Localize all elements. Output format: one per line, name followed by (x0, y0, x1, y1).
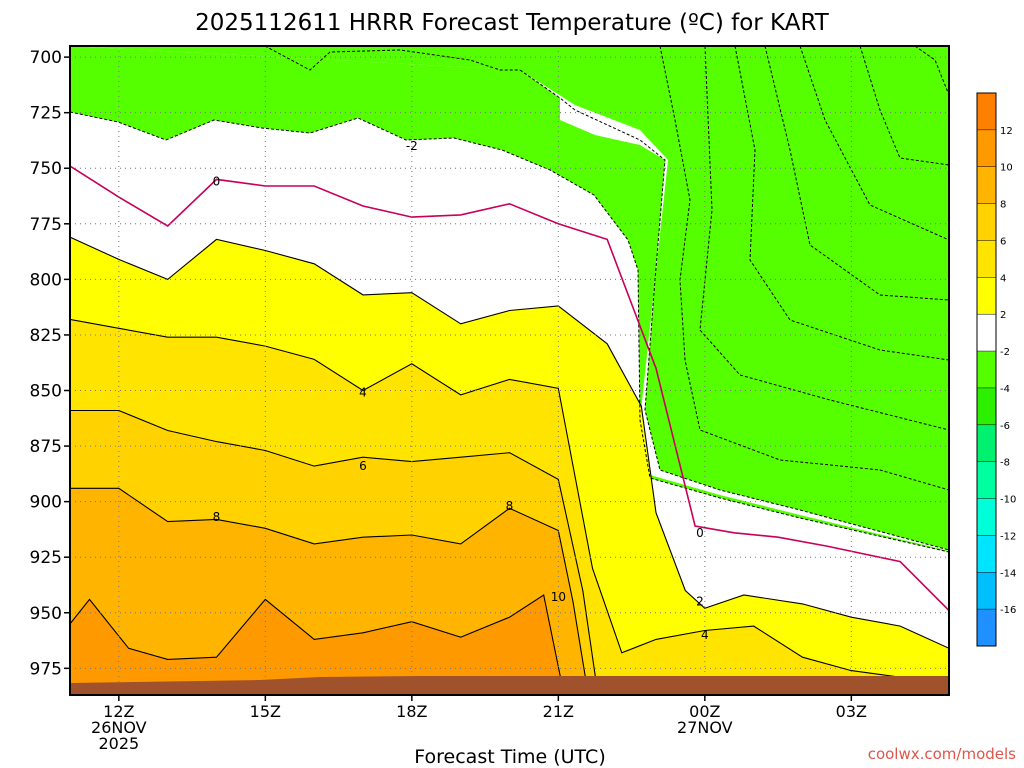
terrain-surface (70, 676, 949, 695)
contour-label-1: 0 (213, 175, 221, 189)
subfreezing-contours (70, 46, 949, 553)
x-tick-label-21-0: 21Z (543, 702, 574, 721)
colorbar-swatch-8 (977, 314, 996, 352)
band-10-plus (70, 595, 564, 695)
contour-minus-4 (519, 69, 949, 551)
colorbar-label-2: -12 (1000, 531, 1016, 542)
contour-minus-14 (799, 46, 949, 241)
contour-minus-4b (264, 46, 520, 71)
colorbar-swatch-3 (977, 498, 996, 536)
band-minus-4 (70, 46, 949, 550)
colorbar-swatch-14 (977, 93, 996, 130)
contour-minus-12 (764, 46, 949, 301)
colorbar-swatch-10 (977, 240, 996, 278)
y-tick-label-950: 950 (30, 604, 62, 624)
isotherm-lines (70, 165, 949, 691)
plot-frame (69, 45, 950, 696)
contour-label-5: 8 (213, 510, 221, 524)
contour-label-6: 8 (506, 499, 514, 513)
colorbar-swatch-11 (977, 203, 996, 241)
colorbar-label-4: -8 (1000, 458, 1010, 469)
isotherm-10 (70, 594, 564, 691)
isotherm-0 (70, 165, 949, 612)
contour-minus-6 (659, 46, 949, 491)
x-tick-label-18-0: 18Z (396, 702, 427, 721)
contour-labels: -2 0 0 4 6 8 8 10 2 4 (213, 139, 709, 642)
contour-minus-2 (70, 111, 949, 553)
y-tick-label-975: 975 (30, 659, 62, 679)
y-tick-label-700: 700 (30, 48, 62, 68)
plot-area (70, 46, 949, 695)
credit-label: coolwx.com/models (868, 745, 1016, 763)
colorbar-swatch-6 (977, 387, 996, 425)
colorbar-label-12: 10 (1000, 163, 1013, 174)
colorbar-swatch-1 (977, 572, 996, 610)
y-tick-label-900: 900 (30, 493, 62, 513)
colorbar-label-5: -6 (1000, 421, 1010, 432)
contour-label-9: 4 (701, 628, 709, 642)
colorbar-label-8: 2 (1000, 310, 1006, 321)
y-tick-label-750: 750 (30, 159, 62, 179)
x-tick-label-15-0: 15Z (250, 702, 281, 721)
y-axis: 700 725 750 775 800 825 850 875 900 925 950 975 (30, 48, 70, 679)
contour-minus-10 (734, 46, 949, 361)
y-tick-label-850: 850 (30, 382, 62, 402)
x-tick-label-12-1: 26NOV (91, 718, 147, 737)
grid-lines (70, 46, 949, 695)
x-tick-label-24-1: 27NOV (677, 718, 733, 737)
colorbar-label-6: -4 (1000, 384, 1010, 395)
x-tick-label-12-2: 2025 (98, 734, 139, 753)
colorbar-swatch-0 (977, 609, 996, 646)
contour-label-3: 4 (359, 386, 367, 400)
colorbar-label-11: 8 (1000, 200, 1006, 211)
contour-label-0: -2 (406, 139, 418, 153)
y-tick-label-875: 875 (30, 437, 62, 457)
colorbar-label-7: -2 (1000, 347, 1010, 358)
contour-label-8: 2 (696, 595, 704, 609)
colorbar-swatch-7 (977, 351, 996, 388)
colorbar-frame (976, 92, 997, 647)
colorbar-label-1: -14 (1000, 568, 1016, 579)
y-tick-label-775: 775 (30, 215, 62, 235)
colorbar-swatch-9 (977, 277, 996, 315)
x-tick-label-24-0: 00Z (689, 702, 720, 721)
colorbar-swatch-5 (977, 424, 996, 462)
colorbar-swatch-12 (977, 166, 996, 204)
isotherm-8 (70, 487, 589, 691)
colorbar-label-3: -10 (1000, 495, 1016, 506)
colorbar-swatch-2 (977, 535, 996, 573)
contour-label-7: 10 (551, 590, 566, 604)
y-tick-label-800: 800 (30, 270, 62, 290)
y-tick-label-825: 825 (30, 326, 62, 346)
x-axis-label: Forecast Time (UTC) (414, 746, 605, 768)
colorbar-label-13: 12 (1000, 126, 1013, 137)
isotherm-4 (70, 318, 901, 678)
y-tick-label-725: 725 (30, 104, 62, 124)
isotherm-6 (70, 409, 598, 691)
chart-title: 2025112611 HRRR Forecast Temperature (ºC… (195, 10, 830, 36)
colorbar-label-10: 6 (1000, 236, 1006, 247)
x-tick-label-27-0: 03Z (836, 702, 867, 721)
warm-temperature-bands (70, 237, 949, 695)
contour-label-4: 6 (359, 459, 367, 473)
colorbar-label-0: -16 (1000, 605, 1016, 616)
colorbar-swatch-4 (977, 461, 996, 499)
contour-minus-8 (699, 46, 949, 431)
colorbar-label-9: 4 (1000, 273, 1006, 284)
colorbar: -16 -14 -12 -10 -8 -6 -4 -2 2 4 6 8 10 12 (976, 92, 1016, 647)
x-tick-label-12-0: 12Z (103, 702, 134, 721)
y-tick-label-925: 925 (30, 548, 62, 568)
colorbar-swatch-13 (977, 129, 996, 167)
contour-label-2: 0 (696, 526, 704, 540)
